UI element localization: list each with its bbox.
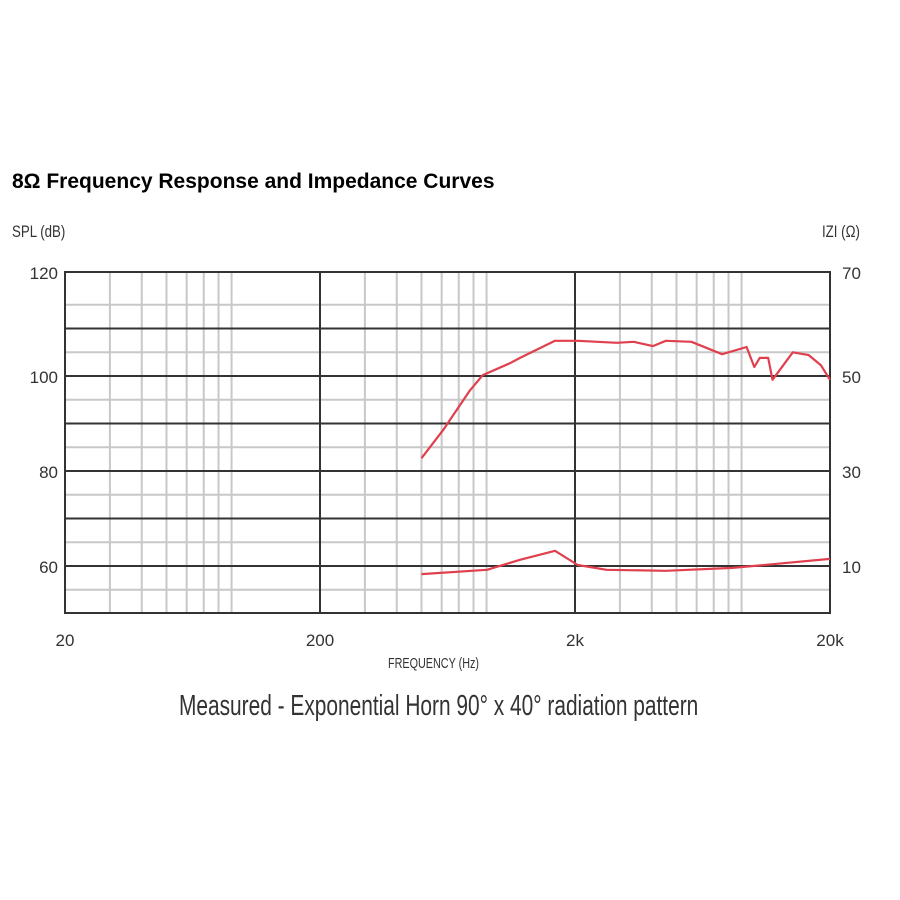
y-tick-label: 120 [30, 264, 58, 283]
y-tick-label: 100 [30, 368, 58, 387]
x-tick-label: 200 [306, 631, 334, 650]
y-tick-label: 60 [39, 558, 58, 577]
spl-curve [420, 339, 831, 459]
plot-frame [64, 271, 831, 614]
y2-axis-label: IZI (Ω) [822, 222, 860, 241]
chart-title: 8Ω Frequency Response and Impedance Curv… [12, 170, 495, 193]
x-tick-label: 20k [816, 631, 844, 650]
y-tick-label: 80 [39, 463, 58, 482]
x-axis-label: FREQUENCY (Hz) [388, 655, 480, 672]
impedance-curve [421, 549, 831, 576]
chart-caption: Measured - Exponential Horn 90° x 40° ra… [179, 690, 699, 722]
x-tick-label: 2k [566, 631, 584, 650]
y2-tick-label: 70 [842, 264, 861, 283]
y2-tick-label: 10 [842, 558, 861, 577]
y2-tick-label: 30 [842, 463, 861, 482]
x-tick-label: 20 [56, 631, 75, 650]
y-axis-label: SPL (dB) [12, 222, 66, 241]
y2-tick-label: 50 [842, 368, 861, 387]
